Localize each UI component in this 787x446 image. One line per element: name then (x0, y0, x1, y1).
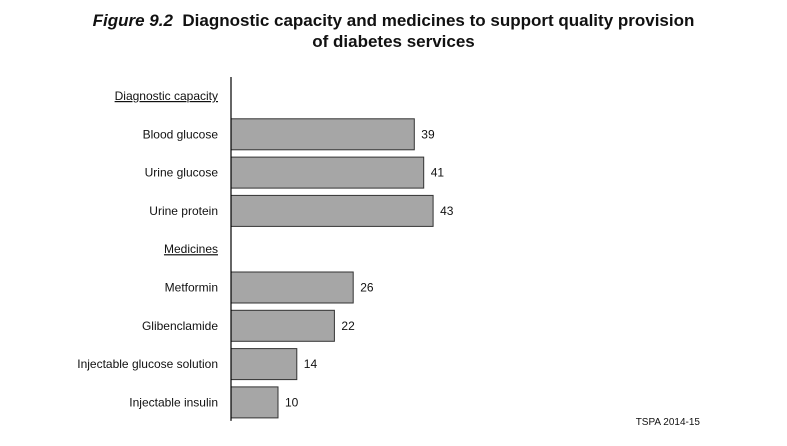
title-line-2: of diabetes services (312, 32, 475, 51)
bar (230, 118, 415, 151)
category-label: Glibenclamide (142, 319, 218, 333)
data-label: 26 (360, 281, 374, 295)
data-label: 41 (431, 166, 445, 180)
data-label: 39 (421, 127, 435, 141)
category-label: Blood glucose (143, 127, 219, 141)
category-label: Metformin (165, 281, 218, 295)
data-label: 43 (440, 204, 454, 218)
bar (230, 386, 279, 419)
figure-label: Figure 9.2 (92, 11, 173, 30)
chart-title: Figure 9.2 Diagnostic capacity and medic… (0, 10, 787, 52)
category-label: Injectable insulin (129, 395, 218, 409)
bar (230, 309, 335, 342)
category-label: Urine protein (149, 204, 218, 218)
data-label: 14 (304, 357, 318, 371)
category-label: Injectable glucose solution (77, 357, 218, 371)
source-note: TSPA 2014-15 (635, 417, 700, 428)
group-heading: Medicines (164, 242, 218, 256)
category-label: Urine glucose (145, 166, 219, 180)
bar (230, 156, 425, 189)
bar (230, 194, 434, 227)
data-label: 10 (285, 395, 299, 409)
data-label: 22 (341, 319, 355, 333)
title-line-1: Diagnostic capacity and medicines to sup… (182, 11, 695, 30)
bar (230, 348, 298, 381)
group-heading: Diagnostic capacity (115, 89, 218, 103)
bar (230, 271, 354, 304)
